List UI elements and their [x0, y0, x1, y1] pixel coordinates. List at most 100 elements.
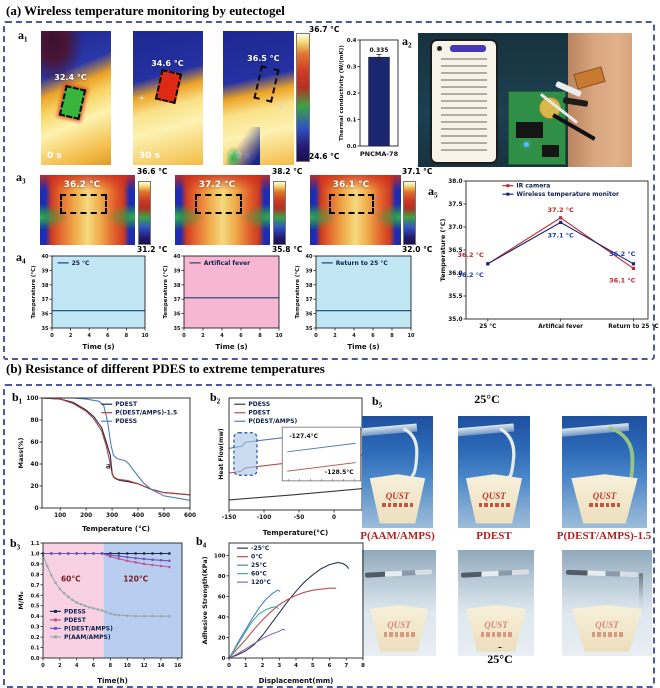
- svg-text:-127.4°C: -127.4°C: [289, 433, 318, 440]
- university-name-text: [478, 502, 510, 508]
- svg-text:-128.5°C: -128.5°C: [325, 469, 354, 476]
- svg-text:Time(h): Time(h): [97, 677, 128, 685]
- svg-text:PDEST: PDEST: [64, 617, 87, 624]
- svg-text:20: 20: [218, 635, 226, 641]
- svg-text:4: 4: [220, 333, 224, 339]
- svg-text:35: 35: [42, 326, 49, 332]
- gel-photo-minus25c: QUST: [562, 550, 652, 656]
- svg-text:0.2: 0.2: [347, 91, 357, 97]
- svg-text:36.2 °C: 36.2 °C: [458, 271, 485, 279]
- temp-reading-label: 32.4 °C: [54, 72, 87, 82]
- sample-label: P(AAM/AMPS): [360, 530, 435, 542]
- svg-text:0.335: 0.335: [370, 47, 389, 54]
- svg-text:25 °C: 25 °C: [72, 260, 90, 267]
- timestamp-label: 0 s: [47, 151, 62, 161]
- svg-text:60: 60: [30, 440, 38, 446]
- roi-dashed-box: [59, 193, 107, 214]
- panel-label-a3: a₃: [16, 170, 26, 184]
- svg-text:Temperature (°C): Temperature (°C): [82, 525, 150, 533]
- svg-text:PDESS: PDESS: [248, 401, 270, 408]
- svg-text:P(DEST/AMPS): P(DEST/AMPS): [64, 625, 113, 632]
- svg-text:6: 6: [106, 333, 110, 339]
- gel-photo-minus25c: QUST: [362, 550, 436, 656]
- colorbar-min-label: 32.0 °C: [402, 245, 433, 254]
- status-led: [524, 142, 529, 147]
- svg-text:35: 35: [306, 326, 313, 332]
- svg-text:4: 4: [294, 663, 298, 669]
- svg-text:37.0: 37.0: [448, 225, 462, 231]
- adhesive-strength-chart: 0 1 2 3 4 5 6 7 8 0 20 40 60 80 100 Displacement(mm) Adh…: [200, 536, 370, 686]
- svg-text:10: 10: [276, 333, 283, 339]
- svg-text:Artifical fever: Artifical fever: [204, 260, 250, 267]
- panel-label-a2: a₂: [402, 34, 412, 48]
- svg-text:5: 5: [311, 663, 315, 669]
- section-a-box: [3, 21, 655, 360]
- svg-text:6: 6: [328, 663, 332, 669]
- svg-text:0: 0: [182, 333, 186, 339]
- copper-electrode: [573, 66, 606, 90]
- svg-text:100: 100: [54, 513, 66, 519]
- colorbar-max-label: 36.7 °C: [309, 25, 340, 34]
- b5-bottom-minus-sign: -: [498, 641, 502, 653]
- svg-text:Thermal conductivity (W/(mK)): Thermal conductivity (W/(mK)): [339, 45, 345, 141]
- svg-text:-25°C: -25°C: [251, 545, 270, 552]
- svg-text:Temperature (°C): Temperature (°C): [295, 265, 301, 319]
- svg-text:0.0: 0.0: [31, 656, 40, 662]
- section-b-box: [3, 384, 655, 688]
- gel-photo-25c: QUST: [458, 416, 530, 528]
- svg-text:Temperature (°C): Temperature (°C): [31, 265, 37, 319]
- svg-text:-100: -100: [257, 515, 272, 521]
- svg-text:Temperature(°C): Temperature(°C): [263, 529, 328, 537]
- svg-text:300: 300: [106, 513, 118, 519]
- smartphone: [430, 39, 498, 164]
- colorbar-min-label: 31.2 °C: [137, 245, 168, 254]
- svg-text:0: 0: [41, 663, 45, 669]
- svg-text:36.0: 36.0: [448, 271, 462, 277]
- svg-text:60: 60: [218, 594, 226, 600]
- roi-dashed-box: [58, 85, 87, 121]
- svg-text:-50: -50: [294, 515, 304, 521]
- mass-retention-chart: 60°C 120°C 0 2 4 6 8 10 12 14 16 0.0 0.1 0.2 0.3 0.4 0.5…: [16, 538, 188, 686]
- svg-text:P(AAM/AMPS): P(AAM/AMPS): [64, 634, 111, 641]
- svg-text:0.4: 0.4: [347, 38, 357, 44]
- svg-text:39: 39: [42, 268, 49, 274]
- black-clip: [562, 97, 589, 107]
- svg-text:Wireless temperature monitor: Wireless temperature monitor: [516, 191, 619, 198]
- university-logo: QUST: [482, 490, 506, 501]
- body-thermal-image: 37.2 °C: [175, 175, 270, 245]
- university-logo: QUST: [484, 620, 508, 631]
- forearm: [539, 33, 632, 167]
- svg-text:10: 10: [408, 333, 415, 339]
- svg-text:Temperature (°C): Temperature (°C): [163, 265, 169, 319]
- svg-text:36.1 °C: 36.1 °C: [609, 276, 636, 284]
- sample-label: P(DEST/AMPS)-1.5: [556, 530, 652, 542]
- a1-colorbar: [296, 33, 310, 162]
- monitor-plot-25c: 0 2 4 6 8 10 35 36 37 38 39 40 Time (s) Temperature (…: [28, 252, 150, 352]
- svg-text:Time (s): Time (s): [215, 343, 247, 351]
- timestamp-label: 50 s: [229, 151, 251, 161]
- temp-reading-label: 36.5 °C: [247, 53, 280, 63]
- svg-text:2: 2: [333, 333, 337, 339]
- svg-text:1: 1: [244, 663, 248, 669]
- svg-text:38: 38: [306, 283, 313, 289]
- svg-text:Time (s): Time (s): [347, 343, 379, 351]
- body-thermal-image: 36.1 °C: [310, 175, 401, 245]
- section-a-title: (a) Wireless temperature monitoring by e…: [6, 3, 285, 18]
- logo-cup: QUST: [370, 605, 428, 652]
- colorbar-min-label: 24.6 °C: [309, 152, 340, 161]
- svg-text:a₁: a₁: [106, 460, 114, 470]
- svg-text:0: 0: [227, 663, 231, 669]
- svg-text:1.1: 1.1: [31, 541, 40, 547]
- gel-photo-25c: QUST: [362, 416, 433, 528]
- thermal-frame-0s: 32.4 °C 0 s: [41, 31, 111, 165]
- frozen-gel-rod: [460, 569, 530, 578]
- panel-label-b3: b₃: [10, 536, 21, 550]
- svg-text:Return to 25 °C: Return to 25 °C: [608, 324, 658, 330]
- svg-text:37.1 °C: 37.1 °C: [547, 231, 574, 239]
- svg-text:PDESS: PDESS: [64, 608, 86, 615]
- university-name-text: [383, 632, 415, 637]
- svg-text:35: 35: [174, 326, 181, 332]
- svg-text:37: 37: [306, 297, 313, 303]
- thermal-frame-30s: 34.6 °C + 30 s: [133, 31, 203, 165]
- svg-text:20: 20: [30, 484, 38, 490]
